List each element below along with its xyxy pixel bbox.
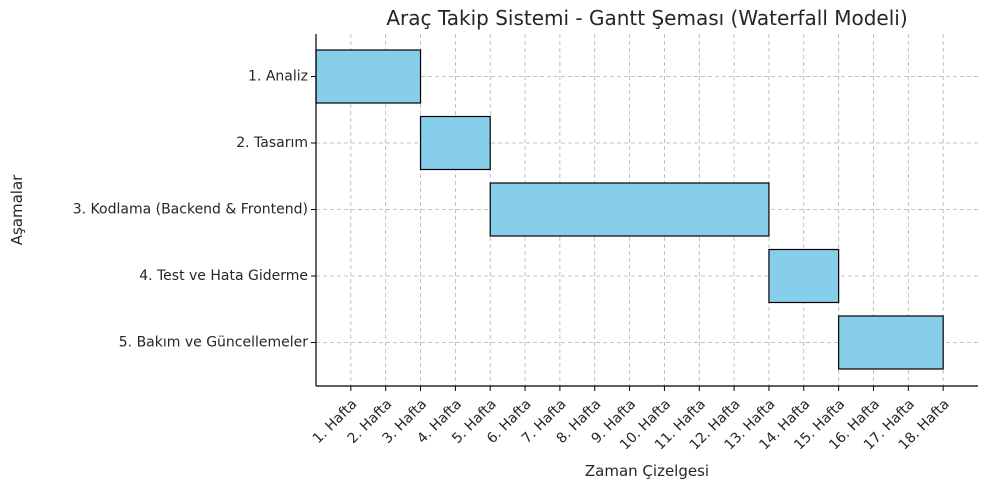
task-label: 3. Kodlama (Backend & Frontend) [73,202,308,218]
task-bar [489,182,770,237]
task-label: 1. Analiz [248,69,308,85]
task-label: 2. Tasarım [236,135,308,151]
y-axis-label: Aşamalar [8,174,26,245]
task-bar [419,115,491,171]
x-axis-label: Zaman Çizelgesi [585,462,709,480]
task-label: 5. Bakım ve Güncellemeler [119,335,308,351]
task-bars [315,49,944,370]
y-tick-labels: 1. Analiz 2. Tasarım 3. Kodlama (Backend &… [73,69,316,351]
task-label: 4. Test ve Hata Giderme [139,268,308,284]
chart-title: Araç Takip Sistemi - Gantt Şeması (Water… [386,6,907,30]
task-bar [315,49,422,104]
task-bar [768,248,840,304]
task-bar [838,315,944,370]
